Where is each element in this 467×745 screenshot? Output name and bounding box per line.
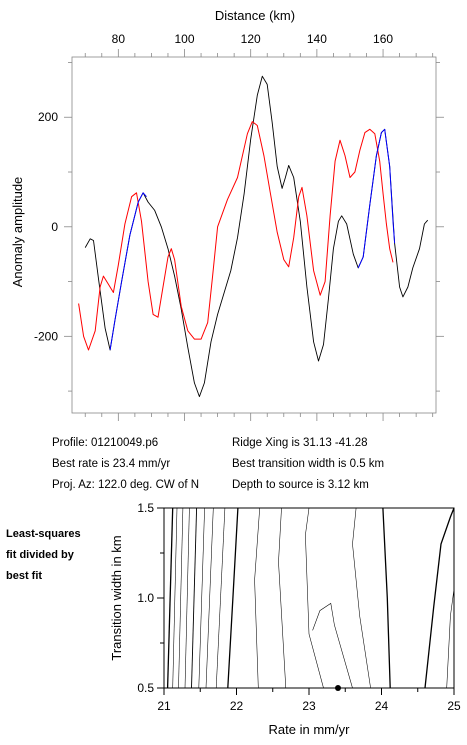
contour-line (254, 507, 260, 689)
contour-line (352, 507, 371, 689)
y-tick-label: 1.0 (137, 591, 154, 605)
bottom-x-axis-title: Rate in mm/yr (269, 722, 351, 737)
y-tick-label: 200 (38, 110, 58, 124)
top-ticks: 80 100 120 140 160 -200 0 200 (34, 32, 444, 421)
depth-label: Depth to source is 3.12 km (232, 479, 369, 491)
contour-line (172, 507, 178, 689)
x-tick-label: 23 (302, 699, 316, 713)
ridge-crossing-label: Ridge Xing is 31.13 -41.28 (232, 437, 368, 449)
anomaly-chart: Distance (km) Anomaly amplitude 80 100 120… (10, 8, 444, 421)
contour-line (205, 507, 214, 689)
x-tick-label: 120 (241, 32, 261, 46)
contour-legend-note: Least-squares fit divided by best fit (6, 524, 106, 587)
x-tick-label: 24 (375, 699, 389, 713)
series-line-fit-segment-1 (109, 192, 147, 351)
contour-line (227, 507, 239, 689)
best-fit-marker (335, 685, 341, 691)
best-rate-label: Best rate is 23.4 mm/yr (52, 458, 171, 470)
x-tick-label: 22 (230, 699, 244, 713)
contour-line (215, 507, 226, 689)
contour-line (184, 507, 190, 689)
x-tick-label: 21 (157, 699, 171, 713)
contour-legend-line: best fit (6, 570, 43, 582)
misfit-contour-chart: Rate in mm/yr Transition width in km 21 2… (109, 501, 461, 737)
contour-legend-line: fit divided by (6, 549, 74, 561)
contour-line (446, 588, 455, 689)
series-line-model (78, 121, 394, 351)
contour-line (382, 507, 391, 689)
x-tick-label: 160 (373, 32, 393, 46)
bottom-plot-frame (163, 507, 455, 689)
contour-line (191, 507, 198, 689)
top-plot-frame (71, 56, 437, 414)
contour-line (424, 507, 455, 689)
top-x-axis-title: Distance (km) (215, 8, 295, 23)
y-tick-label: 0 (51, 220, 58, 234)
contour-line (178, 507, 184, 689)
contour-line (278, 507, 287, 689)
best-width-label: Best transition width is 0.5 km (232, 458, 385, 470)
x-tick-label: 25 (447, 699, 461, 713)
contour-line (312, 602, 353, 689)
bottom-contours (166, 507, 455, 691)
bottom-ticks: 21 22 23 24 25 0.5 1.0 1.5 (137, 501, 461, 713)
top-series (78, 75, 429, 398)
contour-line (305, 507, 324, 689)
bottom-y-axis-title: Transition width in km (109, 535, 124, 660)
projection-azimuth-label: Proj. Az: 122.0 deg. CW of N (52, 479, 200, 491)
x-tick-label: 80 (112, 32, 126, 46)
series-line-fit-segment-2 (357, 128, 396, 269)
contour-legend-line: Least-squares (6, 528, 81, 540)
y-tick-label: -200 (34, 329, 58, 343)
y-tick-label: 1.5 (137, 501, 154, 515)
x-tick-label: 140 (307, 32, 327, 46)
x-tick-label: 100 (174, 32, 194, 46)
top-y-axis-title: Anomaly amplitude (10, 177, 25, 288)
contour-line (166, 507, 174, 689)
y-tick-label: 0.5 (137, 681, 154, 695)
profile-label: Profile: 01210049.p6 (52, 437, 159, 449)
contour-line (198, 507, 205, 689)
